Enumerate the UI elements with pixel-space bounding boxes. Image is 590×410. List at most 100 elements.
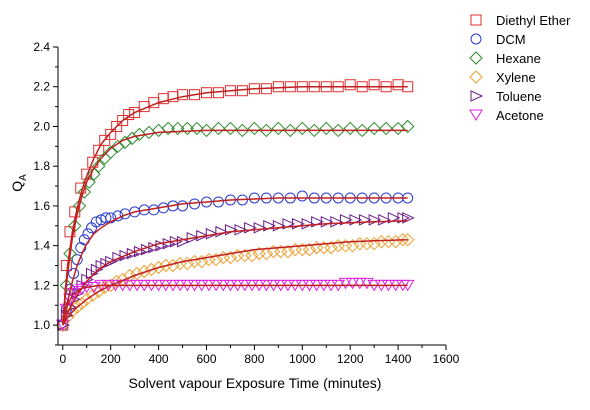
data-point	[65, 304, 80, 318]
data-point	[215, 225, 229, 238]
legend-marker	[470, 33, 482, 45]
data-point	[130, 266, 144, 281]
data-point	[281, 244, 295, 259]
legend-marker	[470, 14, 482, 26]
data-point	[338, 277, 353, 290]
data-point	[187, 254, 202, 269]
legend-item: Xylene	[469, 70, 536, 85]
legend-item: Diethyl Ether	[470, 13, 571, 28]
data-point	[345, 238, 360, 253]
legend-item: Acetone	[469, 108, 544, 123]
data-point	[196, 229, 209, 242]
y-tick-label: 1.6	[33, 199, 50, 213]
data-point	[151, 123, 166, 138]
legend-label: Acetone	[496, 108, 544, 123]
data-point	[112, 251, 126, 264]
data-point	[368, 79, 380, 91]
data-point	[324, 240, 338, 255]
data-point	[338, 238, 353, 253]
data-point	[343, 121, 357, 136]
data-point	[144, 262, 159, 277]
data-point	[388, 234, 403, 249]
data-point	[117, 115, 129, 127]
data-point	[344, 79, 356, 91]
data-point	[137, 264, 151, 279]
legend-label: DCM	[496, 32, 526, 47]
data-point	[355, 123, 369, 138]
data-point	[87, 167, 101, 181]
data-point	[381, 234, 396, 249]
data-point	[238, 248, 252, 263]
x-tick-label: 800	[244, 352, 264, 366]
data-point	[189, 89, 201, 101]
data-point	[105, 128, 117, 140]
x-tick-label: 1600	[433, 352, 460, 366]
data-point	[374, 234, 389, 249]
y-tick-label: 2.4	[33, 40, 50, 54]
data-point	[93, 144, 105, 156]
data-point	[129, 107, 141, 119]
data-point	[202, 252, 216, 267]
data-point	[199, 123, 214, 138]
data-point	[111, 139, 125, 154]
data-point	[177, 200, 189, 212]
data-point	[235, 123, 250, 138]
y-axis-title: QA	[9, 174, 29, 192]
data-point	[296, 190, 308, 202]
data-point	[352, 277, 367, 290]
data-point	[400, 232, 415, 247]
data-point	[392, 79, 404, 91]
data-point	[367, 121, 381, 136]
data-point	[209, 252, 223, 267]
data-point	[319, 121, 333, 136]
legend-marker	[469, 70, 483, 84]
data-point	[190, 121, 204, 136]
legend-label: Hexane	[496, 51, 541, 66]
data-point	[345, 277, 360, 290]
data-point	[180, 121, 195, 136]
series-toluene	[57, 212, 415, 331]
data-point	[111, 120, 123, 132]
y-tick-label: 1.8	[33, 159, 50, 173]
data-point	[295, 121, 310, 136]
data-point	[72, 199, 87, 213]
x-tick-label: 1000	[289, 352, 316, 366]
data-point	[151, 260, 166, 275]
data-point	[396, 232, 410, 247]
data-point	[75, 296, 89, 310]
data-point	[302, 242, 317, 257]
data-point	[70, 300, 84, 314]
data-point	[317, 240, 331, 255]
data-point	[379, 121, 393, 136]
y-tick-label: 1.4	[33, 239, 50, 253]
data-point	[171, 121, 185, 136]
legend-item: Hexane	[469, 51, 541, 66]
data-point	[307, 123, 321, 138]
data-point	[353, 236, 367, 251]
x-tick-label: 1400	[385, 352, 412, 366]
data-point	[271, 121, 286, 136]
data-point	[68, 219, 82, 233]
y-axis-title-main: Q	[9, 181, 25, 192]
fit-line-acetone	[62, 284, 408, 326]
data-point	[402, 212, 415, 224]
data-point	[109, 274, 124, 289]
data-point	[123, 109, 135, 121]
x-axis-title: Solvent vapour Exposure Time (minutes)	[129, 375, 382, 391]
data-point	[245, 248, 259, 263]
x-tick-label: 200	[101, 352, 121, 366]
data-point	[186, 231, 200, 244]
data-point	[105, 212, 117, 224]
data-point	[301, 218, 315, 230]
data-point	[295, 242, 310, 257]
data-point	[205, 227, 219, 240]
plot-marks	[55, 79, 415, 332]
data-point	[105, 255, 118, 268]
x-tick-label: 0	[59, 352, 66, 366]
data-point	[126, 247, 140, 260]
legend-marker	[470, 90, 484, 102]
y-tick-label: 1.2	[33, 278, 50, 292]
legend-label: Toluene	[496, 89, 542, 104]
data-point	[283, 123, 298, 138]
